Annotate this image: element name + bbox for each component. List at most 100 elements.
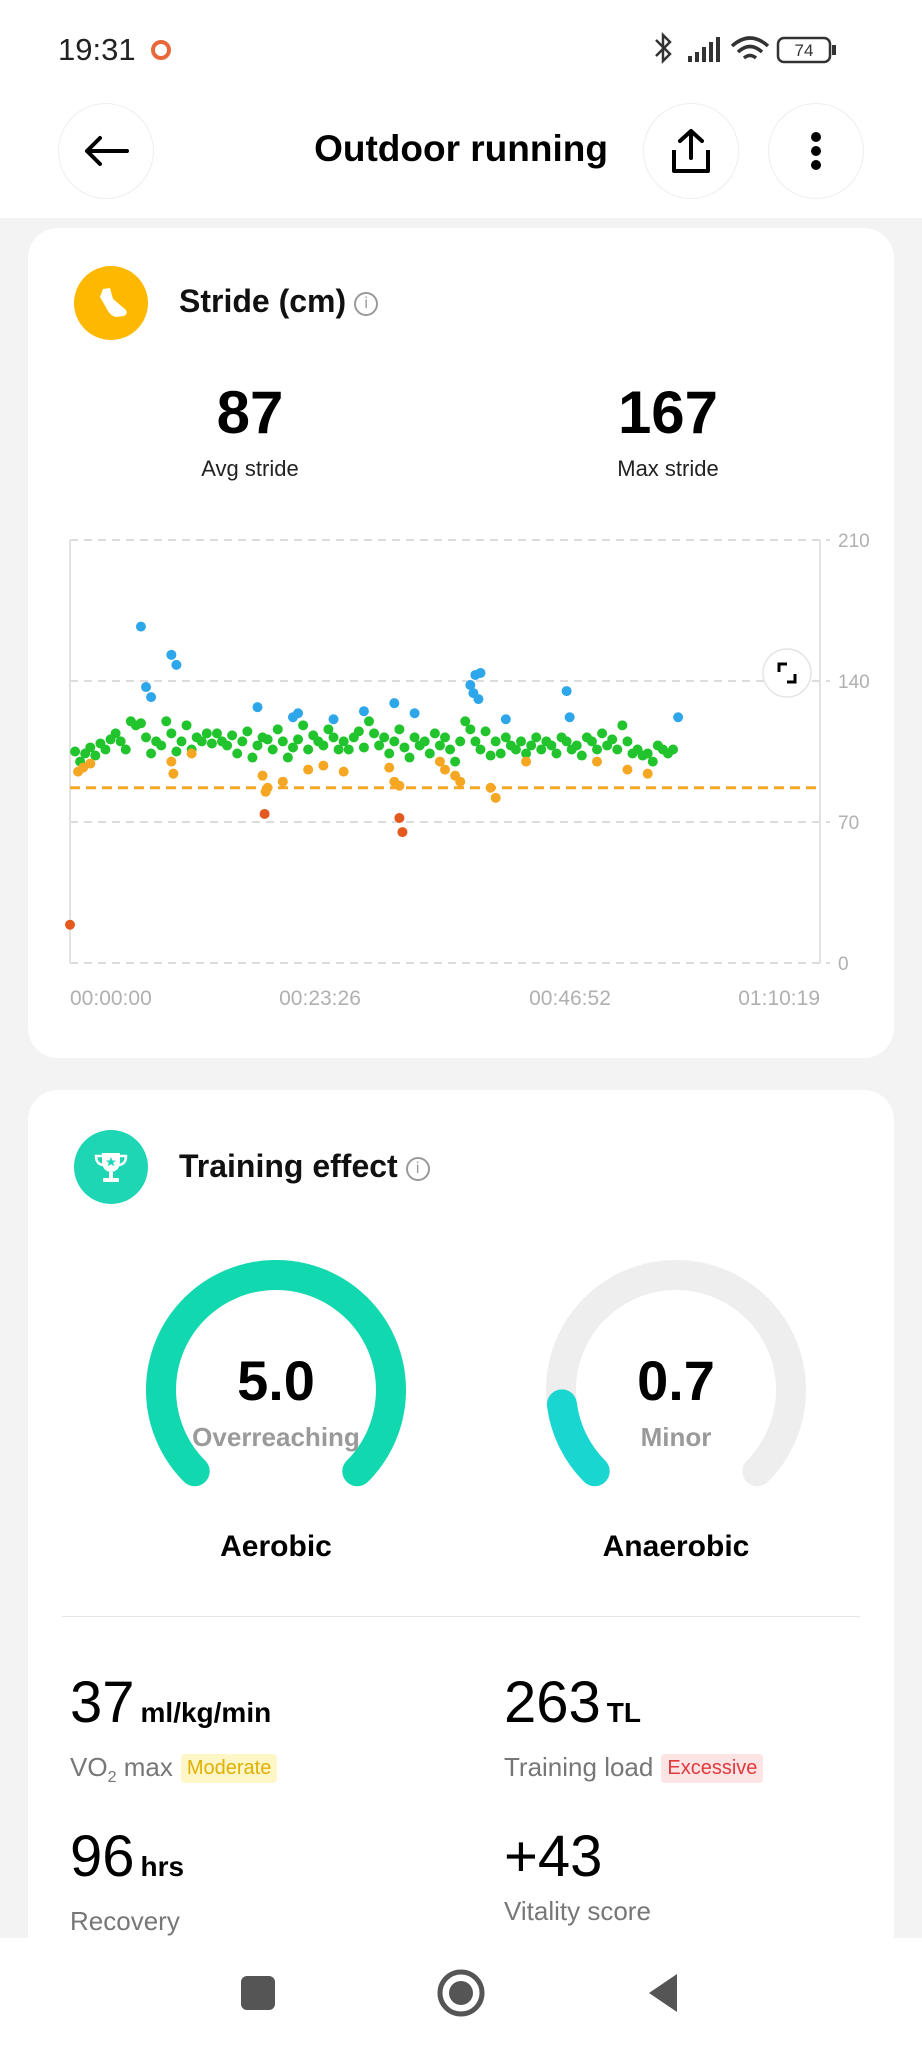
data-point-green [161, 716, 172, 727]
data-point-green [607, 734, 618, 745]
data-point-green [551, 748, 562, 759]
data-point-orange [303, 764, 314, 775]
data-point-blue [166, 649, 177, 660]
shoe-icon [74, 266, 148, 340]
chart-y-ticks: 210 140 70 0 [838, 531, 870, 975]
data-point-green [617, 720, 628, 731]
data-point-green [475, 744, 486, 755]
trophy-icon [74, 1130, 148, 1204]
system-nav-bar [0, 1938, 922, 2048]
data-point-green [576, 750, 587, 761]
data-point-green [70, 746, 81, 757]
data-point-green [110, 728, 121, 739]
data-point-blue [252, 702, 263, 713]
data-point-green [85, 742, 96, 753]
data-point-blue [146, 692, 157, 703]
aerobic-status: Overreaching [192, 1422, 360, 1452]
y-tick-label: 210 [838, 531, 870, 552]
battery-icon: 74 [776, 36, 836, 64]
data-point-green [465, 724, 476, 735]
data-point-green [561, 736, 572, 747]
data-point-green [90, 750, 101, 761]
data-point-green [171, 746, 182, 757]
data-point-green [500, 732, 511, 743]
data-point-blue [171, 659, 182, 670]
data-point-green [450, 756, 461, 767]
data-point-orange [434, 756, 445, 767]
data-point-green [384, 748, 395, 759]
data-point-green [282, 752, 293, 763]
data-point-orange [394, 780, 405, 791]
data-point-blue [358, 706, 369, 717]
recovery-unit: hrs [140, 1851, 185, 1882]
data-point-green [262, 734, 273, 745]
data-point-green [440, 732, 450, 743]
data-point-green [379, 732, 390, 743]
back-nav-button[interactable] [638, 1968, 688, 2018]
data-point-blue [135, 621, 146, 632]
data-point-orange [166, 756, 177, 767]
expand-chart-button[interactable] [762, 648, 812, 698]
chart-grid [69, 539, 830, 964]
back-button[interactable] [58, 103, 154, 199]
more-vertical-icon [811, 132, 821, 170]
data-point-green [227, 730, 238, 741]
data-point-green [597, 728, 608, 739]
data-point-green [455, 736, 466, 747]
data-point-green [460, 716, 471, 727]
home-circle-icon [437, 1969, 485, 2017]
expand-icon [777, 662, 797, 684]
data-point-green [485, 750, 496, 761]
data-point-green [536, 744, 547, 755]
data-point-blue [561, 686, 572, 697]
data-point-green [287, 742, 298, 753]
data-point-green [445, 744, 456, 755]
stride-title: Stride (cm) i [179, 283, 379, 320]
data-point-blue [473, 694, 484, 705]
training-load-label: Training load [504, 1752, 654, 1782]
data-point-green [434, 740, 445, 751]
data-point-green [176, 736, 187, 747]
home-button[interactable] [436, 1968, 486, 2018]
data-point-green [141, 732, 152, 743]
battery-level: 74 [795, 41, 814, 60]
data-point-green [135, 718, 146, 729]
data-point-green [480, 726, 491, 737]
data-point-green [490, 736, 501, 747]
data-point-green [303, 744, 314, 755]
data-point-green [424, 748, 435, 759]
info-icon[interactable]: i [354, 291, 379, 316]
data-point-blue [328, 714, 339, 725]
training-effect-card: Training effect i 5.0 Overreaching Aerobi… [28, 1090, 894, 2048]
data-point-green [409, 732, 420, 743]
aerobic-value: 5.0 [237, 1349, 315, 1412]
x-tick-label: 00:23:26 [279, 987, 361, 1010]
data-point-blue [389, 698, 400, 709]
recovery-label: Recovery [70, 1906, 180, 1936]
data-point-green [232, 748, 243, 759]
data-point-green [358, 742, 369, 753]
more-options-button[interactable] [768, 103, 864, 199]
max-stride-value: 167 [617, 379, 719, 446]
data-point-green [374, 740, 385, 751]
data-point-blue [409, 708, 420, 719]
data-point-green [100, 744, 111, 755]
data-point-green [242, 726, 253, 737]
data-point-green [211, 728, 222, 739]
data-point-orange [521, 756, 532, 767]
data-point-green [419, 736, 430, 747]
training-load-unit: TL [606, 1697, 641, 1728]
info-icon[interactable]: i [405, 1156, 430, 1181]
max-stride-label: Max stride [617, 456, 719, 481]
data-point-green [298, 720, 309, 731]
data-point-orange [642, 768, 653, 779]
data-point-orange [260, 786, 271, 797]
data-point-green [586, 736, 597, 747]
data-point-blue [293, 708, 304, 719]
recents-button[interactable] [233, 1968, 283, 2018]
data-point-green [115, 736, 126, 747]
share-button[interactable] [643, 103, 739, 199]
data-point-green [196, 736, 207, 747]
anaerobic-status: Minor [640, 1422, 712, 1452]
data-point-red [394, 812, 405, 823]
